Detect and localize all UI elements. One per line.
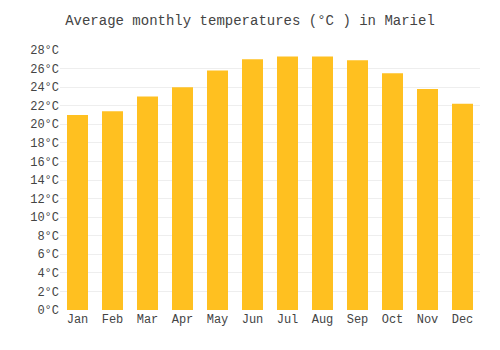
svg-text:28°C: 28°C	[30, 44, 59, 58]
svg-text:8°C: 8°C	[37, 230, 59, 244]
svg-text:24°C: 24°C	[30, 81, 59, 95]
svg-text:Jun: Jun	[242, 313, 264, 327]
svg-text:6°C: 6°C	[37, 248, 59, 262]
svg-text:26°C: 26°C	[30, 63, 59, 77]
svg-text:Average monthly temperatures (: Average monthly temperatures (°C ) in Ma…	[65, 13, 435, 29]
svg-text:Apr: Apr	[172, 313, 194, 327]
svg-text:May: May	[207, 313, 229, 327]
svg-text:Mar: Mar	[137, 313, 159, 327]
svg-text:20°C: 20°C	[30, 118, 59, 132]
svg-text:4°C: 4°C	[37, 267, 59, 281]
svg-text:Nov: Nov	[417, 313, 439, 327]
svg-text:12°C: 12°C	[30, 193, 59, 207]
svg-text:Feb: Feb	[102, 313, 124, 327]
svg-text:18°C: 18°C	[30, 137, 59, 151]
svg-text:0°C: 0°C	[37, 304, 59, 318]
svg-text:Sep: Sep	[347, 313, 369, 327]
svg-text:14°C: 14°C	[30, 174, 59, 188]
svg-text:Dec: Dec	[452, 313, 474, 327]
svg-text:Oct: Oct	[382, 313, 404, 327]
svg-text:2°C: 2°C	[37, 286, 59, 300]
svg-text:22°C: 22°C	[30, 100, 59, 114]
svg-text:10°C: 10°C	[30, 211, 59, 225]
svg-text:Aug: Aug	[312, 313, 334, 327]
svg-text:Jul: Jul	[277, 313, 299, 327]
svg-text:Jan: Jan	[67, 313, 89, 327]
svg-text:16°C: 16°C	[30, 156, 59, 170]
